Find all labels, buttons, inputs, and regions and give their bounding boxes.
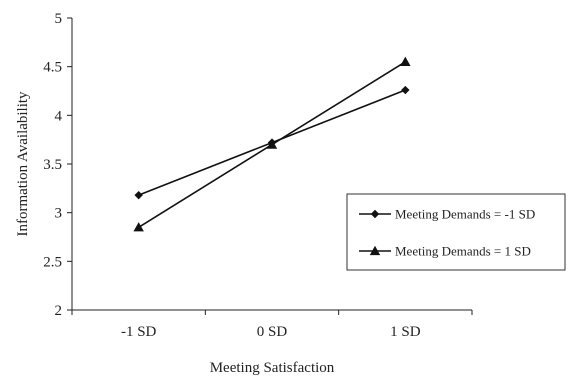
y-axis-title: Information Availability [15, 91, 31, 237]
diamond-marker [401, 85, 410, 95]
legend: Meeting Demands = -1 SD Meeting Demands =… [346, 193, 566, 271]
x-tick-label: -1 SD [121, 324, 157, 340]
x-tick-label: 1 SD [390, 324, 421, 340]
diamond-marker [134, 190, 143, 200]
y-tick-label: 3.5 [43, 157, 62, 173]
legend-item: Meeting Demands = -1 SD [359, 207, 535, 222]
legend-label: Meeting Demands = 1 SD [395, 244, 531, 259]
y-tick-label: 5 [55, 11, 63, 27]
legend-label: Meeting Demands = -1 SD [395, 207, 535, 222]
y-ticks: 2 2.5 3 3.5 4 4.5 5 [43, 11, 72, 319]
triangle-marker [369, 245, 381, 256]
series-layer [133, 56, 411, 232]
x-ticks: -1 SD 0 SD 1 SD [71, 310, 473, 340]
triangle-marker [266, 139, 278, 149]
y-tick-label: 2 [55, 303, 63, 319]
series-2 [133, 56, 411, 232]
legend-item: Meeting Demands = 1 SD [359, 244, 531, 259]
diamond-marker [370, 209, 380, 219]
y-tick-label: 3 [55, 206, 63, 222]
triangle-marker [400, 56, 411, 66]
legend-box [346, 193, 566, 271]
x-tick-label: 0 SD [257, 324, 288, 340]
y-tick-label: 4.5 [43, 60, 62, 76]
y-tick-label: 2.5 [43, 254, 62, 270]
x-axis-title: Meeting Satisfaction [210, 360, 335, 376]
triangle-marker [133, 222, 144, 232]
y-tick-label: 4 [55, 108, 63, 124]
